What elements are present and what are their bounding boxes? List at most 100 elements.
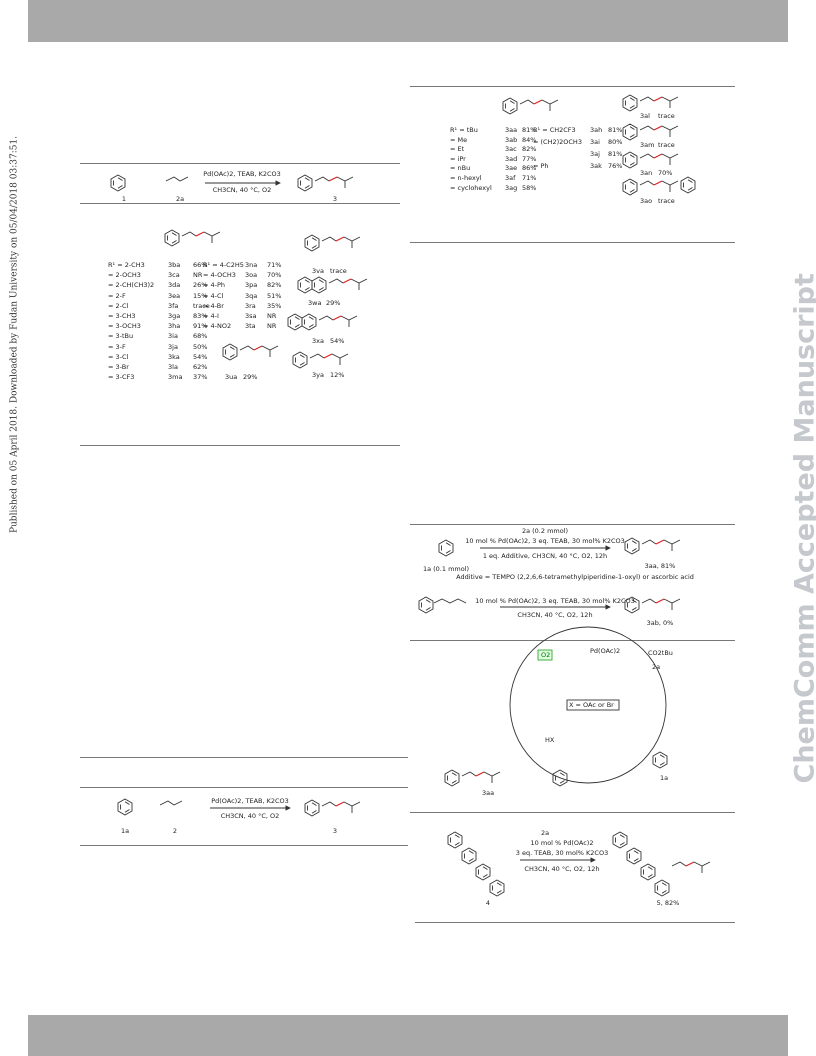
- substituent: = 3-CH3: [108, 312, 136, 320]
- phenyl: [418, 596, 434, 614]
- yield: trace: [658, 112, 675, 120]
- catalytic-cycle: [509, 626, 667, 784]
- phenyl: [622, 178, 638, 196]
- yield: 29%: [326, 299, 341, 307]
- substituent: = Me: [450, 135, 468, 144]
- substituent: R¹ = tBu: [450, 126, 478, 134]
- yield: 81%: [522, 126, 537, 134]
- compound-code: 3ae: [505, 164, 518, 173]
- yield: 71%: [522, 174, 537, 182]
- yield: 76%: [608, 162, 623, 170]
- phenyl: [438, 539, 454, 557]
- compound-label: 1: [121, 195, 127, 203]
- alkene-label: 2a: [652, 663, 661, 671]
- compound-label: 1a: [120, 827, 130, 835]
- yield: 91%: [193, 322, 208, 331]
- header-bar: [28, 0, 788, 42]
- substituent: = iPr: [450, 154, 466, 163]
- rule: [80, 757, 408, 758]
- compound-code: 3da: [168, 281, 181, 290]
- chain: [519, 99, 559, 112]
- compound-code: 3ak: [590, 162, 602, 170]
- substituent: = 4-Ph: [203, 281, 226, 290]
- phenyl: [624, 537, 640, 555]
- rule: [80, 203, 400, 204]
- yield: NR: [193, 271, 203, 280]
- substituent: = 2-CH(CH3)2: [108, 281, 155, 290]
- chain: [639, 153, 679, 166]
- substituent: = 2-Cl: [108, 301, 129, 310]
- yield: 50%: [193, 342, 208, 351]
- chain: [314, 176, 354, 189]
- chain: [181, 231, 221, 244]
- conditions: CH3CN, 40 °C, O2: [220, 812, 280, 820]
- yield: 26%: [193, 281, 208, 290]
- yield: NR: [267, 312, 277, 320]
- compound-code: 3aj: [590, 150, 600, 158]
- oxidant-box: [537, 649, 553, 661]
- phenyl: [110, 174, 126, 192]
- compound-code: 3ua: [225, 373, 238, 381]
- substituent: = cyclohexyl: [450, 183, 492, 192]
- compound-code: 3ah: [590, 126, 603, 134]
- reagent: 1 eq. Additive, CH3CN, 40 °C, O2, 12h: [482, 552, 608, 560]
- rule: [80, 787, 408, 788]
- reagent: 2a (0.2 mmol): [521, 527, 569, 535]
- chain: [639, 180, 679, 193]
- substituent: R¹ = CH2CF3: [533, 126, 576, 134]
- phenyl: [680, 176, 696, 194]
- rule: [415, 922, 735, 923]
- yield: 81%: [608, 150, 623, 158]
- acrylate: [165, 176, 189, 182]
- phenyl: [304, 799, 320, 817]
- compound-code: 3ag: [505, 183, 518, 192]
- ring: [612, 831, 628, 849]
- compound-label: 5, 82%: [656, 899, 680, 907]
- chain: [671, 861, 711, 874]
- substituent: R¹ = 4-C2H5: [203, 261, 244, 269]
- compound-label: 4: [485, 899, 491, 907]
- legend-box: [566, 699, 620, 711]
- chain: [639, 125, 679, 138]
- substituent: = 3-Br: [108, 363, 129, 371]
- substituent: = 4-NO2: [203, 322, 232, 331]
- reagent: 2a: [540, 829, 550, 837]
- compound-code: 3qa: [245, 291, 258, 300]
- naphthyl: [311, 276, 327, 294]
- oxidant: O2: [541, 651, 551, 659]
- product-label: 3aa: [482, 789, 495, 797]
- yield: 58%: [522, 183, 537, 192]
- compound-code: 3ga: [168, 312, 181, 320]
- rule: [80, 445, 400, 446]
- compound-code: 3ba: [168, 261, 181, 269]
- compound-code: 3ja: [168, 342, 178, 351]
- substituent: = Et: [450, 145, 465, 154]
- substituent: = 3-F: [108, 342, 126, 351]
- compound-code: 3ta: [245, 322, 256, 331]
- compound-code: 3ma: [168, 373, 183, 382]
- compound-code: 3ab: [505, 135, 518, 144]
- yield: 71%: [267, 261, 282, 269]
- chain: [639, 96, 679, 109]
- compound-label: 3: [332, 827, 338, 835]
- substituent: = 4-Br: [203, 301, 224, 310]
- yield: 12%: [330, 371, 345, 379]
- rule: [410, 812, 735, 813]
- footer-bar: [28, 1015, 788, 1056]
- chain: [461, 771, 501, 784]
- phenyl: [117, 798, 133, 816]
- compound-code: 3wa: [308, 299, 322, 307]
- reagent: 10 mol % Pd(OAc)2, 3 eq. TEAB, 30 mol% K…: [475, 597, 635, 605]
- substituent: = 3-tBu: [108, 332, 134, 341]
- catalyst: Pd(OAc)2: [590, 647, 621, 655]
- compound-code: 3al: [640, 112, 650, 120]
- yield: 51%: [267, 291, 282, 300]
- reagent: 10 mol % Pd(OAc)2, 3 eq. TEAB, 30 mol% K…: [465, 537, 625, 545]
- compound-code: 3na: [245, 261, 258, 269]
- yield: 54%: [193, 352, 208, 361]
- naphthyl: [301, 313, 317, 331]
- conditions: CH3CN, 40 °C, O2: [212, 186, 272, 194]
- benzyl: [292, 351, 308, 369]
- compound-code: 3ra: [245, 301, 256, 310]
